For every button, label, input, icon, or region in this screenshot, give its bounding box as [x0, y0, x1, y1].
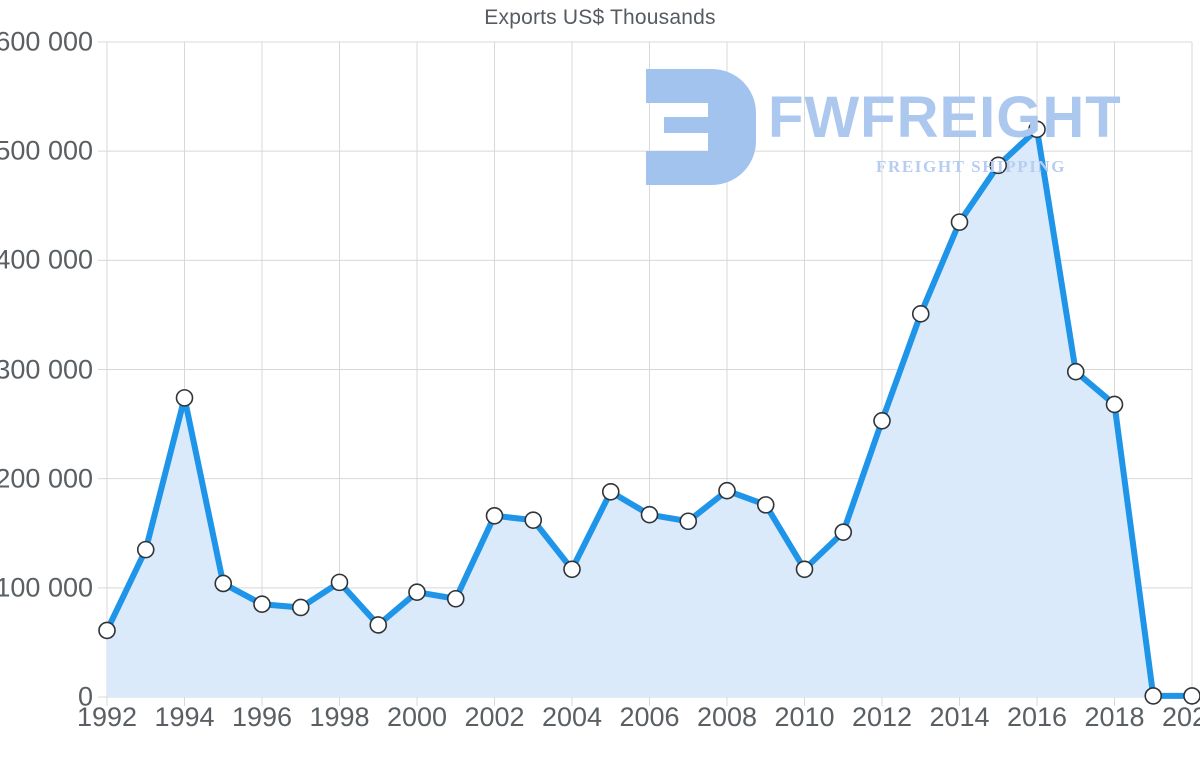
data-point-marker[interactable]	[1183, 687, 1200, 705]
data-point-marker[interactable]	[756, 496, 775, 514]
x-axis-tick-label: 1994	[154, 702, 215, 732]
x-axis-tick-label: 1992	[76, 702, 138, 732]
data-point-marker[interactable]	[408, 583, 426, 602]
data-point-marker[interactable]	[601, 482, 620, 501]
y-axis-tick-label: 600 000	[0, 26, 93, 57]
data-point-marker[interactable]	[214, 574, 233, 593]
data-point-marker[interactable]	[1105, 395, 1124, 414]
x-axis-tick-label: 2004	[541, 702, 603, 732]
x-axis-tick-label: 2000	[386, 702, 448, 732]
x-axis-tick-label: 2014	[929, 702, 990, 732]
data-point-marker[interactable]	[911, 305, 930, 323]
area-fill	[107, 129, 1192, 697]
data-point-marker[interactable]	[950, 213, 969, 231]
data-point-marker[interactable]	[679, 512, 698, 531]
x-axis-tick-label: 2002	[464, 702, 525, 732]
data-point-marker[interactable]	[524, 511, 543, 529]
chart-title: Exports US$ Thousands	[484, 6, 716, 29]
y-axis-tick-label: 500 000	[0, 135, 93, 166]
data-point-marker[interactable]	[640, 505, 659, 524]
data-point-marker[interactable]	[873, 412, 891, 430]
data-point-marker[interactable]	[369, 616, 388, 634]
data-point-marker[interactable]	[989, 156, 1008, 175]
data-point-marker[interactable]	[98, 621, 116, 640]
data-point-marker[interactable]	[795, 560, 814, 579]
x-axis-tick-label: 2008	[696, 702, 758, 732]
data-point-marker[interactable]	[1144, 687, 1163, 705]
data-point-marker[interactable]	[834, 523, 853, 541]
x-axis-tick-label: 2016	[1006, 702, 1068, 732]
data-point-marker[interactable]	[563, 560, 581, 579]
data-point-marker[interactable]	[291, 598, 310, 617]
x-axis-tick-label: 2020	[1161, 702, 1200, 732]
y-axis-tick-label: 400 000	[0, 244, 93, 275]
y-axis-tick-label: 300 000	[0, 354, 93, 384]
x-axis-tick-label: 2018	[1084, 702, 1145, 732]
y-axis-tick-label: 100 000	[0, 572, 93, 603]
x-axis-tick-label: 2006	[619, 702, 680, 732]
data-point-marker[interactable]	[1066, 362, 1085, 381]
data-point-marker[interactable]	[330, 573, 349, 592]
data-point-marker[interactable]	[1028, 120, 1046, 139]
data-point-marker[interactable]	[718, 481, 736, 500]
data-point-marker[interactable]	[175, 389, 194, 407]
y-axis-tick-label: 200 000	[0, 463, 93, 494]
data-point-marker[interactable]	[485, 506, 504, 525]
x-axis-tick-label: 2012	[851, 702, 913, 732]
data-point-marker[interactable]	[253, 595, 271, 614]
data-point-markers[interactable]	[98, 120, 1200, 705]
data-point-marker[interactable]	[446, 589, 465, 608]
data-point-marker[interactable]	[136, 540, 155, 559]
x-axis-tick-label: 1996	[231, 702, 293, 732]
x-axis-tick-label: 2010	[774, 702, 835, 732]
y-axis-tick-label: 0	[77, 681, 93, 712]
x-axis-tick-label: 1998	[309, 702, 370, 732]
